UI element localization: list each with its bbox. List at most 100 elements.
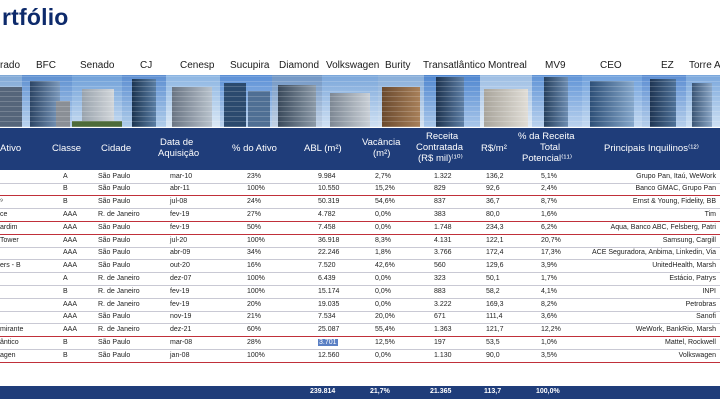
cell-classe: B xyxy=(63,185,68,193)
table-row: B R. de Janeiro fev-19 100% 15.174 0,0% 883 58,… xyxy=(0,286,720,299)
table-row: AAA R. de Janeiro fev-19 20% 19.035 0,0% 3.222… xyxy=(0,299,720,312)
cell-receita: 3.766 xyxy=(434,249,452,257)
cell-data: jul-20 xyxy=(170,236,188,244)
page-title: rtfólio xyxy=(2,4,69,30)
table-row: AAA São Paulo abr-09 34% 22.246 1,8% 3.766 172,… xyxy=(0,248,720,261)
building-name: Diamond xyxy=(279,60,320,71)
table-row: ⁹ B São Paulo jul-08 24% 50.319 54,6% 837 36,7 8,… xyxy=(0,197,720,209)
cell-ativo: Tower xyxy=(0,236,19,244)
cell-vacancia: 0,0% xyxy=(375,287,391,295)
cell-cidade: R. de Janeiro xyxy=(98,300,140,308)
building-photo xyxy=(378,75,424,127)
col-header-pct-receita-line3: Potencial⁽¹¹⁾ xyxy=(522,153,573,164)
cell-inquilinos: Estácio, Patrys xyxy=(669,274,716,282)
cell-abl: 50.319 xyxy=(318,198,340,206)
col-header-vacancia-line2: (m²) xyxy=(373,148,391,159)
cell-receita: 383 xyxy=(434,210,446,218)
cell-cidade: R. de Janeiro xyxy=(98,274,140,282)
cell-classe: B xyxy=(63,287,68,295)
cell-data: fev-19 xyxy=(170,300,190,308)
building-photo xyxy=(686,75,720,127)
cell-receita: 4.131 xyxy=(434,236,452,244)
col-header-data-line2: Aquisição xyxy=(158,148,200,159)
cell-ativo: ardim xyxy=(0,223,18,231)
cell-pct-ativo: 27% xyxy=(247,210,262,218)
table-header: Ativo Classe Cidade Data de Aquisição % … xyxy=(0,128,720,170)
totals-row: 239.814 21,7% 21.365 113,7 100,0% xyxy=(0,386,720,399)
col-header-vacancia-line1: Vacância xyxy=(362,137,401,148)
cell-classe: B xyxy=(63,198,68,206)
total-vacancia: 21,7% xyxy=(370,388,390,395)
cell-pct-ativo: 28% xyxy=(247,338,262,346)
col-header-pct-receita-line2: Total xyxy=(540,142,561,153)
cell-data: mar-10 xyxy=(170,172,193,180)
cell-abl: 15.174 xyxy=(318,287,340,295)
cell-abl: 22.246 xyxy=(318,249,340,257)
cell-classe: AAA xyxy=(63,223,78,231)
cell-receita: 560 xyxy=(434,262,446,270)
building-photo xyxy=(22,75,72,127)
building-name: CEO xyxy=(600,60,622,71)
cell-cidade: R. de Janeiro xyxy=(98,326,140,334)
cell-rsm2: 80,0 xyxy=(486,210,500,218)
cell-pct-receita: 1,7% xyxy=(541,274,557,282)
table-row: mirante AAA R. de Janeiro dez-21 60% 25.087 55… xyxy=(0,325,720,337)
cell-receita: 671 xyxy=(434,313,446,321)
col-header-receita-line1: Receita xyxy=(426,131,459,142)
cell-abl: 19.035 xyxy=(318,300,340,308)
building-photo xyxy=(642,75,686,127)
cell-inquilinos: INPI xyxy=(702,287,716,295)
cell-vacancia: 0,0% xyxy=(375,210,391,218)
col-header-rsm2: R$/m² xyxy=(481,143,507,154)
cell-cidade: São Paulo xyxy=(98,338,131,346)
building-photo xyxy=(322,75,378,127)
cell-pct-ativo: 100% xyxy=(247,287,265,295)
building-photo xyxy=(272,75,322,127)
building-name: EZ xyxy=(661,60,674,71)
building-photo xyxy=(72,75,122,127)
total-pct-receita: 100,0% xyxy=(536,388,560,395)
building-photo xyxy=(424,75,480,127)
cell-abl: 9.984 xyxy=(318,172,336,180)
cell-cidade: São Paulo xyxy=(98,172,131,180)
cell-inquilinos: Tim xyxy=(704,210,716,218)
cell-cidade: São Paulo xyxy=(98,249,131,257)
cell-pct-receita: 8,7% xyxy=(541,198,557,206)
building-name: Senado xyxy=(80,60,115,71)
cell-inquilinos: ACE Seguradora, Anbima, Linkedin, Via xyxy=(591,249,716,257)
cell-abl: 7.520 xyxy=(318,262,336,270)
cell-pct-ativo: 21% xyxy=(247,313,262,321)
cell-data: dez-21 xyxy=(170,326,192,334)
cell-receita: 1.363 xyxy=(434,326,452,334)
cell-cidade: R. de Janeiro xyxy=(98,210,140,218)
total-rsm2: 113,7 xyxy=(484,388,502,395)
building-name: Torre Al xyxy=(689,60,720,71)
cell-rsm2: 50,1 xyxy=(486,274,500,282)
cell-pct-receita: 17,3% xyxy=(541,249,561,257)
col-header-receita-line3: (R$ mil)⁽¹⁰⁾ xyxy=(418,153,463,164)
cell-abl: 36.918 xyxy=(318,236,340,244)
cell-cidade: R. de Janeiro xyxy=(98,287,140,295)
table-row: A São Paulo mar-10 23% 9.984 2,7% 1.322 136,2 5,… xyxy=(0,171,720,184)
cell-inquilinos: Banco GMAC, Grupo Pan xyxy=(635,185,716,193)
cell-inquilinos: Volkswagen xyxy=(678,351,716,359)
building-photo xyxy=(0,75,22,127)
col-header-ativo: Ativo xyxy=(0,143,22,154)
cell-vacancia: 1,8% xyxy=(375,249,391,257)
building-photo xyxy=(122,75,166,127)
cell-rsm2: 234,3 xyxy=(486,223,504,231)
cell-inquilinos: Ernst & Young, Fidelity, BB xyxy=(632,198,716,206)
cell-rsm2: 121,7 xyxy=(486,326,504,334)
cell-classe: AAA xyxy=(63,236,78,244)
cell-pct-receita: 8,2% xyxy=(541,300,557,308)
building-photo xyxy=(220,75,272,127)
cell-classe: AAA xyxy=(63,262,78,270)
col-header-pct-receita-line1: % da Receita xyxy=(518,131,575,142)
cell-abl: 6.439 xyxy=(318,274,336,282)
cell-rsm2: 58,2 xyxy=(486,287,500,295)
table-row: ardim AAA São Paulo fev-19 50% 7.458 0,0% 1.748… xyxy=(0,222,720,235)
cell-classe: A xyxy=(63,172,68,180)
total-abl: 239.814 xyxy=(310,388,336,395)
cell-rsm2: 36,7 xyxy=(486,198,500,206)
cell-data: fev-19 xyxy=(170,210,190,218)
